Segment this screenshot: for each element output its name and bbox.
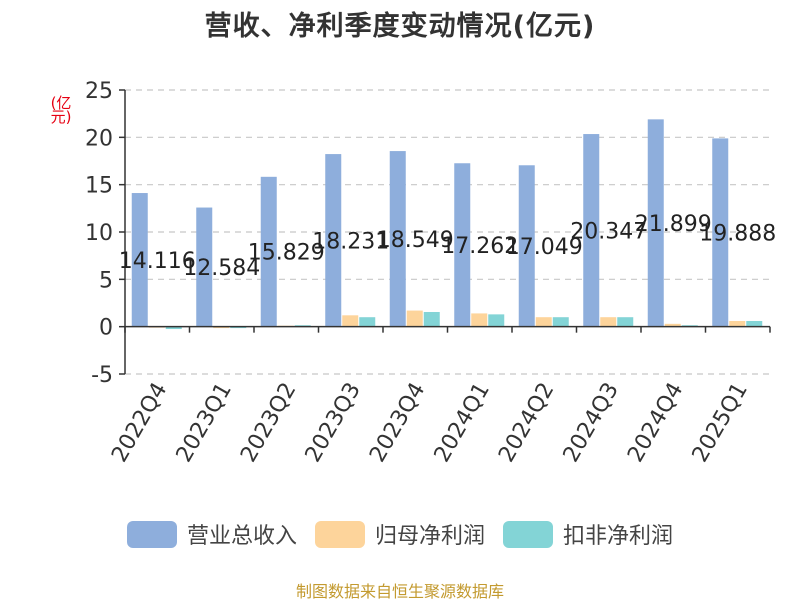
bar-value-label: 18.549	[377, 228, 454, 253]
bar-net-profit	[471, 313, 488, 327]
x-category-label: 2024Q2	[494, 379, 559, 467]
bar-deducted-profit	[165, 326, 182, 330]
x-category-label: 2025Q1	[688, 379, 753, 467]
legend-swatch-revenue	[126, 520, 177, 548]
y-tick-label: 5	[99, 268, 113, 293]
bar-revenue	[389, 151, 406, 327]
bar-value-label: 15.829	[248, 241, 325, 266]
legend-item-net-profit[interactable]: 归母净利润	[314, 518, 485, 550]
legend-swatch-net-profit	[314, 520, 365, 548]
bar-revenue	[647, 119, 664, 327]
y-tick-label: 15	[85, 174, 113, 199]
legend-swatch-deducted-profit	[503, 520, 553, 548]
bar-revenue	[196, 207, 213, 327]
legend-label-revenue: 营业总收入	[186, 524, 297, 549]
bar-deducted-profit	[617, 317, 634, 327]
bar-value-label: 17.049	[506, 235, 583, 260]
legend-label-deducted-profit: 扣非净利润	[563, 524, 674, 549]
bar-net-profit	[600, 317, 617, 327]
x-category-label: 2023Q1	[172, 379, 237, 467]
legend-label-net-profit: 归母净利润	[374, 524, 485, 549]
y-tick-label: 25	[85, 79, 113, 104]
bar-revenue	[325, 154, 342, 327]
bar-revenue	[583, 134, 600, 327]
x-category-label: 2024Q1	[430, 379, 495, 467]
bar-deducted-profit	[488, 314, 505, 327]
x-category-label: 2023Q3	[301, 379, 366, 467]
data-source-note: 制图数据来自恒生聚源数据库	[295, 582, 504, 601]
bar-value-label: 14.116	[119, 249, 196, 274]
y-tick-label: 0	[99, 316, 113, 341]
bar-net-profit	[342, 315, 359, 327]
x-category-label: 2024Q3	[559, 379, 624, 467]
bar-deducted-profit	[359, 317, 376, 327]
bar-value-label: 18.231	[312, 229, 389, 254]
bar-deducted-profit	[746, 320, 763, 327]
x-category-label: 2024Q4	[623, 379, 688, 467]
bar-deducted-profit	[552, 317, 569, 327]
bar-revenue	[454, 163, 471, 327]
x-category-label: 2023Q4	[365, 379, 430, 467]
bar-value-label: 17.262	[441, 234, 518, 259]
bar-value-label: 20.347	[570, 219, 647, 244]
bar-revenue	[518, 165, 535, 327]
chart-legend: 营业总收入 归母净利润 扣非净利润	[0, 518, 800, 550]
y-axis-unit-label: (亿元)	[50, 94, 72, 126]
bar-value-label: 12.584	[183, 256, 260, 281]
bar-deducted-profit	[423, 311, 440, 327]
legend-item-revenue[interactable]: 营业总收入	[126, 518, 297, 550]
bar-revenue	[131, 193, 148, 327]
y-tick-label: 20	[85, 126, 113, 151]
y-tick-label: 10	[85, 221, 113, 246]
bar-net-profit	[535, 317, 552, 327]
bar-revenue	[712, 138, 729, 327]
bar-net-profit	[729, 320, 746, 327]
bar-value-label: 19.888	[699, 222, 776, 247]
chart-title: 营收、净利季度变动情况(亿元)	[204, 11, 596, 42]
legend-item-deducted-profit[interactable]: 扣非净利润	[503, 518, 673, 550]
y-tick-label: -5	[91, 363, 113, 388]
bar-value-label: 21.899	[635, 212, 712, 237]
x-category-label: 2022Q4	[107, 379, 172, 467]
bar-revenue	[260, 176, 277, 327]
bar-net-profit	[664, 323, 681, 327]
x-category-label: 2023Q2	[236, 379, 301, 467]
bar-net-profit	[406, 310, 423, 327]
